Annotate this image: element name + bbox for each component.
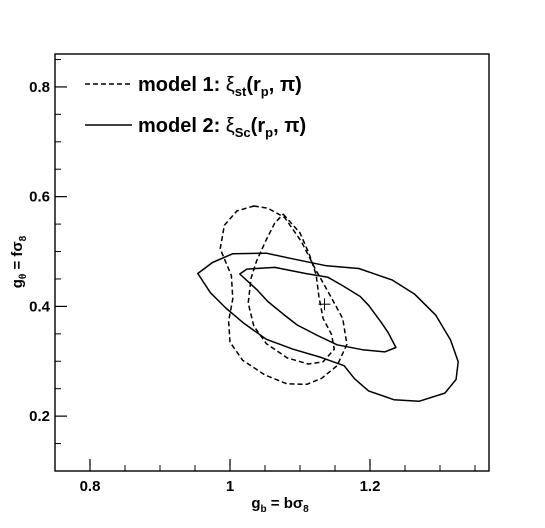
y-tick-label: 0.6 [29,189,50,206]
legend-label-model1: model 1: ξst(rp, π) [138,74,302,99]
contour-model2-1 [239,266,397,353]
legend-label-model2: model 2: ξSc(rp, π) [138,115,306,140]
contour-model1-2 [219,205,348,386]
x-axis-title: gb = bσ8 [251,495,309,515]
y-tick-label: 0.2 [29,408,50,425]
contour-model2-2 [197,252,459,403]
plot-frame [54,53,490,472]
axis-ticks: 0.8 1 1.2 0.2 0.4 0.6 0.8 [29,58,476,495]
y-tick-label: 0.4 [29,298,51,315]
x-tick-label: 1 [226,478,234,495]
contours [197,205,459,403]
fiducial-marker [318,298,331,311]
y-tick-label: 0.8 [29,79,50,96]
y-axis-title: gθ = fσ8 [9,235,29,288]
x-tick-label: 0.8 [80,478,101,495]
contour-model1-1 [247,213,336,365]
legend: model 1: ξst(rp, π) model 2: ξSc(rp, π) [85,74,306,140]
x-tick-label: 1.2 [360,478,381,495]
